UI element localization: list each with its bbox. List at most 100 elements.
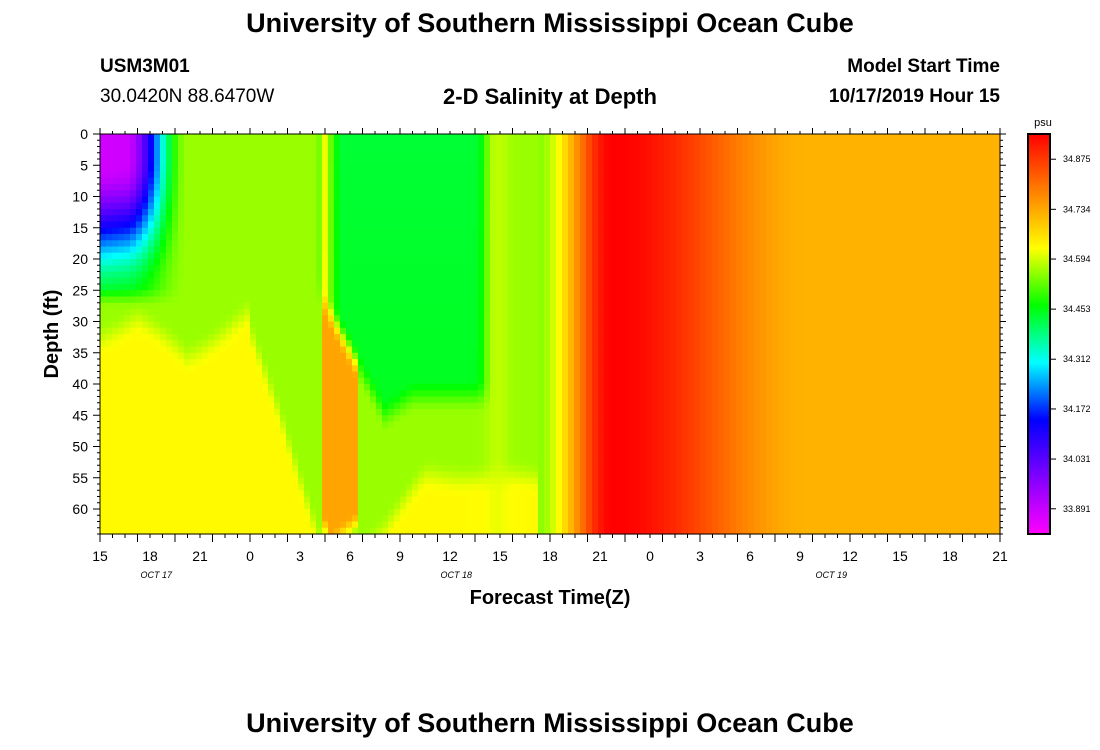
heatmap-cell — [526, 377, 533, 385]
heatmap-cell — [244, 477, 251, 485]
heatmap-cell — [196, 271, 203, 279]
heatmap-cell — [346, 146, 353, 154]
heatmap-cell — [244, 340, 251, 348]
heatmap-cell — [244, 490, 251, 498]
heatmap-cell — [496, 371, 503, 379]
heatmap-cell — [112, 371, 119, 379]
heatmap-cell — [418, 402, 425, 410]
heatmap-cell — [538, 184, 545, 191]
heatmap-cell — [112, 459, 119, 466]
heatmap-cell — [130, 409, 137, 416]
heatmap-cell — [490, 321, 497, 329]
heatmap-cell — [394, 290, 401, 298]
heatmap-cell — [346, 515, 353, 523]
heatmap-cell — [208, 477, 215, 485]
heatmap-cell — [520, 221, 527, 229]
heatmap-cell — [388, 265, 395, 273]
heatmap-cell — [244, 134, 251, 141]
heatmap-cell — [382, 146, 389, 154]
heatmap-cell — [154, 152, 161, 160]
heatmap-cell — [238, 484, 245, 491]
heatmap-cell — [112, 365, 119, 373]
heatmap-cell — [286, 459, 293, 466]
heatmap-cell — [340, 184, 347, 191]
heatmap-cell — [160, 402, 167, 410]
heatmap-cell — [106, 265, 113, 273]
heatmap-cell — [502, 309, 509, 316]
heatmap-cell — [166, 502, 173, 510]
heatmap-cell — [448, 215, 455, 223]
heatmap-cell — [208, 284, 215, 291]
heatmap-cell — [496, 427, 503, 435]
heatmap-cell — [226, 340, 233, 348]
heatmap-cell — [340, 196, 347, 204]
heatmap-cell — [196, 171, 203, 179]
heatmap-cell — [214, 296, 221, 304]
heatmap-cell — [310, 202, 317, 210]
heatmap-cell — [274, 134, 281, 141]
heatmap-cell — [544, 352, 551, 360]
heatmap-cell — [292, 471, 299, 479]
heatmap-cell — [418, 309, 425, 316]
heatmap-cell — [388, 296, 395, 304]
heatmap-cell — [520, 271, 527, 279]
heatmap-cell — [436, 402, 443, 410]
heatmap-cell — [106, 384, 113, 391]
heatmap-cell — [388, 271, 395, 279]
heatmap-cell — [526, 471, 533, 479]
heatmap-cell — [496, 409, 503, 416]
heatmap-cell — [466, 296, 473, 304]
heatmap-cell — [526, 465, 533, 473]
heatmap-cell — [424, 240, 431, 248]
heatmap-cell — [502, 296, 509, 304]
heatmap-cell — [112, 321, 119, 329]
heatmap-cell — [472, 134, 479, 141]
heatmap-cell — [382, 240, 389, 248]
heatmap-cell — [544, 327, 551, 335]
heatmap-cell — [286, 446, 293, 454]
heatmap-cell — [490, 315, 497, 323]
heatmap-cell — [490, 227, 497, 235]
heatmap-cell — [238, 377, 245, 385]
heatmap-cell — [172, 521, 179, 529]
heatmap-cell — [262, 321, 269, 329]
heatmap-cell — [322, 509, 329, 516]
heatmap-cell — [124, 177, 131, 185]
heatmap-cell — [214, 515, 221, 523]
heatmap-cell — [100, 502, 107, 510]
heatmap-cell — [508, 390, 515, 398]
heatmap-cell — [196, 309, 203, 316]
heatmap-cell — [298, 184, 305, 191]
heatmap-cell — [136, 446, 143, 454]
heatmap-cell — [202, 365, 209, 373]
heatmap-cell — [190, 296, 197, 304]
heatmap-cell — [118, 271, 125, 279]
heatmap-cell — [340, 390, 347, 398]
heatmap-cell — [556, 215, 563, 223]
heatmap-cell — [244, 502, 251, 510]
heatmap-cell — [544, 290, 551, 298]
heatmap-cell — [460, 471, 467, 479]
heatmap-cell — [442, 365, 449, 373]
heatmap-cell — [250, 527, 257, 535]
heatmap-cell — [346, 259, 353, 266]
heatmap-cell — [406, 246, 413, 254]
heatmap-cell — [412, 334, 419, 341]
heatmap-cell — [490, 459, 497, 466]
heatmap-cell — [418, 327, 425, 335]
heatmap-cell — [268, 440, 275, 448]
heatmap-cell — [214, 221, 221, 229]
heatmap-cell — [124, 384, 131, 391]
heatmap-cell — [172, 477, 179, 485]
heatmap-cell — [232, 165, 239, 173]
heatmap-cell — [148, 265, 155, 273]
heatmap-cell — [178, 359, 185, 366]
heatmap-cell — [442, 265, 449, 273]
heatmap-cell — [364, 202, 371, 210]
heatmap-cell — [190, 346, 197, 354]
heatmap-cell — [178, 440, 185, 448]
heatmap-cell — [244, 290, 251, 298]
heatmap-cell — [550, 265, 557, 273]
heatmap-cell — [160, 246, 167, 254]
heatmap-cell — [310, 227, 317, 235]
